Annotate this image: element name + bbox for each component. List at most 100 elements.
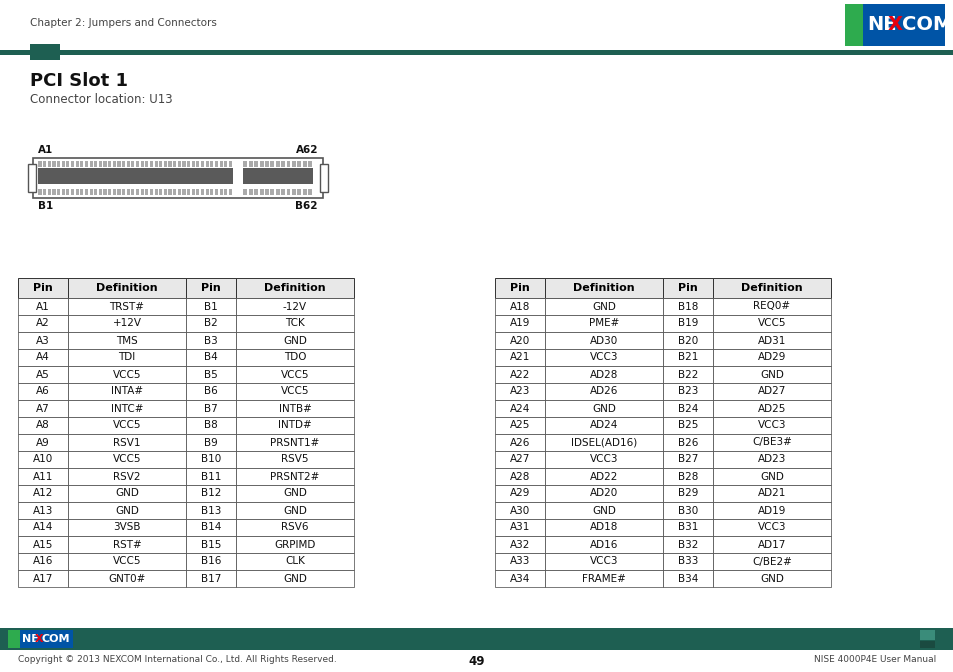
Bar <box>544 519 662 536</box>
Bar <box>145 189 149 195</box>
Text: RSV2: RSV2 <box>113 472 141 482</box>
Bar <box>712 332 830 349</box>
Bar <box>68 519 186 536</box>
Text: A19: A19 <box>509 319 530 329</box>
Bar <box>235 519 354 536</box>
Bar <box>229 161 232 167</box>
Bar <box>495 315 544 332</box>
Bar <box>235 536 354 553</box>
Text: VCC3: VCC3 <box>757 523 785 532</box>
Text: A29: A29 <box>509 489 530 499</box>
Text: B10: B10 <box>201 454 221 464</box>
Bar <box>99 189 102 195</box>
Bar <box>150 189 152 195</box>
Bar <box>192 161 194 167</box>
Text: INTD#: INTD# <box>278 421 312 431</box>
Bar <box>206 161 209 167</box>
Text: Connector location: U13: Connector location: U13 <box>30 93 172 106</box>
Text: Definition: Definition <box>96 283 157 293</box>
Bar <box>235 278 354 298</box>
Bar <box>18 502 68 519</box>
Bar <box>18 349 68 366</box>
Bar <box>254 189 258 195</box>
Bar <box>319 164 328 192</box>
Bar <box>75 189 79 195</box>
Bar <box>281 161 285 167</box>
Bar <box>140 161 144 167</box>
Text: AD31: AD31 <box>757 335 785 345</box>
Text: A34: A34 <box>509 573 530 583</box>
Bar <box>662 570 712 587</box>
Text: B21: B21 <box>677 353 698 362</box>
Text: INTB#: INTB# <box>278 403 311 413</box>
Text: B15: B15 <box>200 540 221 550</box>
Bar <box>18 298 68 315</box>
Text: TDI: TDI <box>118 353 135 362</box>
Bar <box>136 161 139 167</box>
Bar <box>90 189 92 195</box>
Bar <box>662 332 712 349</box>
Bar <box>71 189 74 195</box>
Text: A4: A4 <box>36 353 50 362</box>
Bar <box>662 366 712 383</box>
Bar <box>712 451 830 468</box>
Bar <box>219 189 222 195</box>
Bar <box>172 189 176 195</box>
Bar <box>186 536 235 553</box>
Bar <box>235 400 354 417</box>
Bar <box>495 400 544 417</box>
Text: -12V: -12V <box>283 302 307 312</box>
Bar <box>712 502 830 519</box>
Bar <box>919 641 934 648</box>
Text: B4: B4 <box>204 353 217 362</box>
Bar <box>187 161 190 167</box>
Bar <box>243 161 247 167</box>
Bar <box>662 519 712 536</box>
Bar <box>186 502 235 519</box>
Text: AD19: AD19 <box>757 505 785 515</box>
Bar <box>210 161 213 167</box>
Text: IDSEL(AD16): IDSEL(AD16) <box>570 437 637 448</box>
Bar <box>140 189 144 195</box>
Bar <box>177 161 181 167</box>
Text: 3VSB: 3VSB <box>113 523 141 532</box>
Bar <box>544 451 662 468</box>
Bar <box>112 189 116 195</box>
Bar <box>71 161 74 167</box>
Bar <box>235 570 354 587</box>
Bar <box>292 189 295 195</box>
Bar <box>122 161 125 167</box>
Bar <box>662 502 712 519</box>
Bar <box>712 536 830 553</box>
Text: AD16: AD16 <box>589 540 618 550</box>
Bar <box>186 349 235 366</box>
Text: A33: A33 <box>509 556 530 566</box>
Bar <box>712 383 830 400</box>
Text: A28: A28 <box>509 472 530 482</box>
Text: A8: A8 <box>36 421 50 431</box>
Text: A16: A16 <box>32 556 53 566</box>
Bar <box>68 451 186 468</box>
Bar <box>544 553 662 570</box>
Bar <box>18 468 68 485</box>
Text: VCC3: VCC3 <box>589 454 618 464</box>
Text: B11: B11 <box>200 472 221 482</box>
Bar <box>68 536 186 553</box>
Bar <box>662 536 712 553</box>
Text: A12: A12 <box>32 489 53 499</box>
Bar <box>18 519 68 536</box>
Bar <box>495 278 544 298</box>
Text: VCC5: VCC5 <box>112 556 141 566</box>
Bar <box>38 161 42 167</box>
Text: B26: B26 <box>677 437 698 448</box>
Text: A14: A14 <box>32 523 53 532</box>
Bar <box>94 189 97 195</box>
Text: A26: A26 <box>509 437 530 448</box>
Bar <box>495 349 544 366</box>
Text: PME#: PME# <box>588 319 618 329</box>
Text: A20: A20 <box>509 335 530 345</box>
Text: PRSNT2#: PRSNT2# <box>270 472 319 482</box>
Text: B22: B22 <box>677 370 698 380</box>
Text: RSV1: RSV1 <box>113 437 141 448</box>
Bar <box>29 166 35 190</box>
